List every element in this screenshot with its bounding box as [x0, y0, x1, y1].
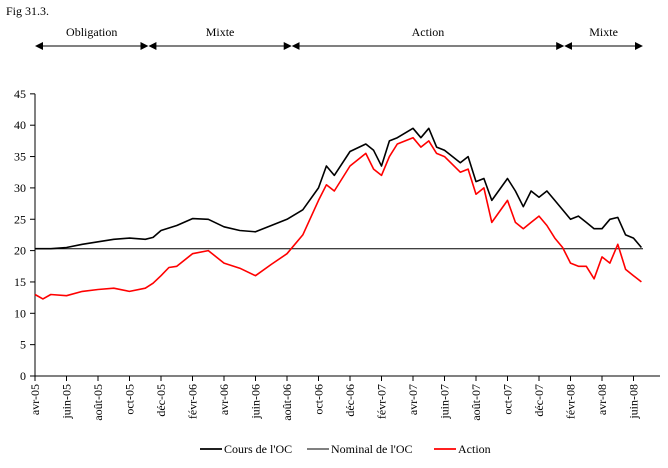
x-tick-label: oct-07	[501, 384, 515, 415]
x-tick-label: juin-07	[438, 384, 452, 420]
x-tick-label: août-05	[91, 384, 105, 421]
x-tick-label: avr-08	[595, 384, 609, 415]
x-tick-label: avr-07	[406, 384, 420, 415]
y-tick-label: 15	[14, 275, 26, 289]
x-tick-label: déc-05	[154, 384, 168, 417]
y-tick-label: 35	[14, 150, 26, 164]
axes: 0 5 10 15 20 25 30 35 40 45 avr-05 juin-05 août-05 oc…	[14, 87, 660, 421]
y-tick-label: 45	[14, 87, 26, 101]
y-tick-label: 20	[14, 244, 26, 258]
x-tick-label: juin-05	[60, 384, 74, 420]
y-tick-label: 30	[14, 181, 26, 195]
x-tick-label: août-07	[469, 384, 483, 421]
y-tick-label: 10	[14, 306, 26, 320]
phase-label: Obligation	[66, 25, 117, 39]
x-tick-label: oct-05	[123, 384, 137, 415]
x-tick-label: avr-06	[217, 384, 231, 415]
x-tick-label: août-06	[280, 384, 294, 421]
x-tick-label: avr-05	[28, 384, 42, 415]
y-tick-label: 5	[20, 338, 26, 352]
phase-label: Mixte	[589, 25, 618, 39]
x-tick-label: juin-06	[249, 384, 263, 420]
legend-label: Action	[458, 442, 491, 456]
phase-label: Action	[412, 25, 445, 39]
figure-label: Fig 31.3.	[6, 4, 49, 18]
x-tick-label: févr-06	[186, 384, 200, 419]
x-tick-label: févr-07	[375, 384, 389, 419]
x-tick-label: déc-07	[532, 384, 546, 417]
legend-label: Nominal de l'OC	[331, 442, 413, 456]
x-tick-label: févr-08	[564, 384, 578, 419]
y-tick-label: 40	[14, 118, 26, 132]
phase-annotations: Obligation Mixte Action Mixte	[35, 25, 643, 50]
x-tick-label: déc-06	[343, 384, 357, 417]
series-line-action	[34, 136, 642, 300]
x-tick-label: oct-06	[312, 384, 326, 415]
y-tick-label: 0	[20, 369, 26, 383]
legend: Cours de l'OC Nominal de l'OC Action	[200, 442, 491, 456]
plot-area	[34, 127, 643, 300]
x-tick-label: juin-08	[627, 384, 641, 420]
phase-label: Mixte	[206, 25, 235, 39]
y-tick-label: 25	[14, 212, 26, 226]
legend-label: Cours de l'OC	[224, 442, 292, 456]
series-line-cours	[35, 127, 643, 250]
